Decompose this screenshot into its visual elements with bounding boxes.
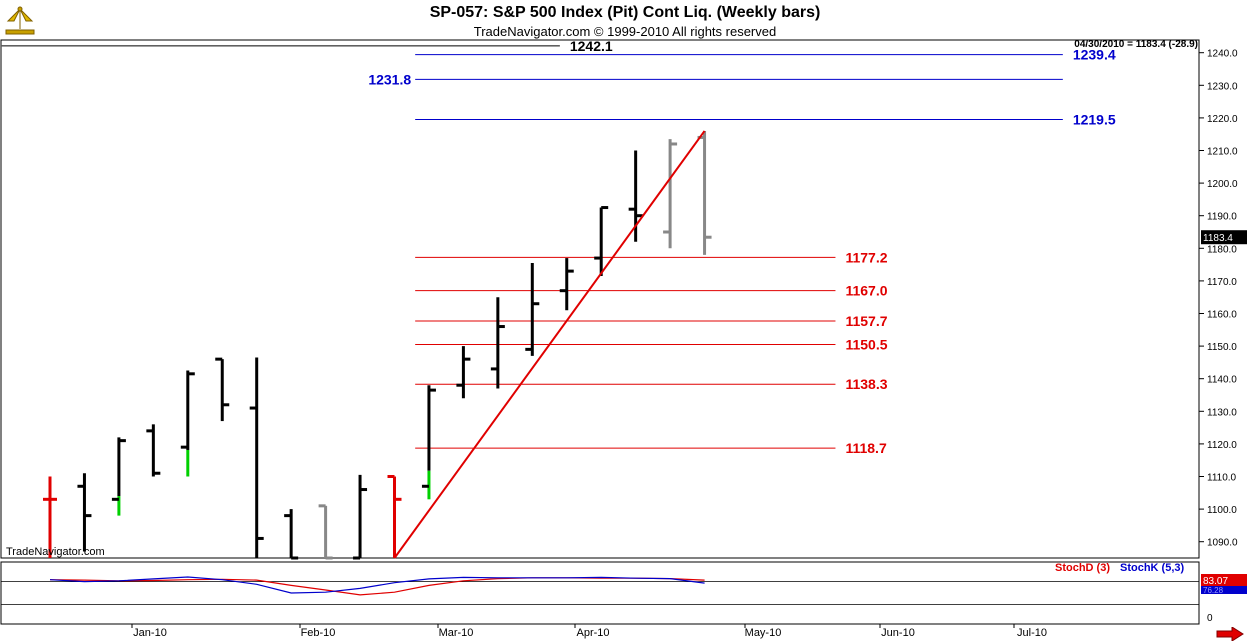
stoch-tick-label: 0 [1207,613,1213,624]
ohlc-bar [111,437,126,516]
trendline [393,130,706,559]
ohlc-bar [215,357,230,422]
level-label: 1150.5 [845,336,887,352]
stochD-value: 83.07 [1203,576,1228,587]
ohlc-bar [77,473,92,552]
stochD-value-box [1201,574,1247,586]
y-tick-label: 1190.0 [1207,212,1237,223]
y-tick-label: 1140.0 [1207,375,1237,386]
price-axis: 1090.0 1100.0 1110.0 1120.0 1130.0 1140.0 1150… [1199,49,1247,549]
price-bars [43,130,712,560]
level-label: 1177.2 [845,249,887,265]
y-tick-label: 1160.0 [1207,310,1237,321]
stoch-panel-border [0,561,1200,625]
level-label: 1242.1 [570,38,613,54]
x-tick-label: May-10 [745,627,782,639]
ohlc-bar [490,297,505,389]
price-levels: 1242.1 1239.4 1231.8 1219.5 1177.2 1167.0 1157… [1,38,1116,456]
level-label: 1239.4 [1073,47,1116,63]
ohlc-bar [421,385,436,500]
last-price-info: 04/30/2010 = 1183.4 (-28.9) [1074,39,1198,50]
level-label: 1167.0 [845,283,887,299]
y-tick-label: 1210.0 [1207,147,1238,158]
y-tick-label: 1150.0 [1207,342,1237,353]
y-tick-label: 1230.0 [1207,81,1238,92]
stochK-legend: StochK (5,3) [1120,562,1185,574]
stochK-value: 76.28 [1203,586,1224,595]
scroll-right-arrow-icon[interactable] [1216,627,1244,641]
chart-frame [0,39,1200,625]
y-tick-label: 1100.0 [1207,505,1237,516]
stochK-value-box [1201,586,1247,594]
y-tick-label: 1200.0 [1207,179,1238,190]
y-tick-label: 1090.0 [1207,538,1238,549]
trendline-segment [393,130,706,559]
stochD-line [49,577,705,596]
time-axis: Jan-10 Feb-10 Mar-10 Apr-10 May-10 Jun-10 Jul-… [131,624,1047,639]
y-tick-label: 1110.0 [1207,473,1237,484]
ohlc-bar [318,504,333,560]
y-tick-label: 1220.0 [1207,114,1238,125]
y-tick-label: 1170.0 [1207,277,1237,288]
x-tick-label: Apr-10 [576,627,609,639]
x-tick-label: Feb-10 [301,627,336,639]
level-label: 1118.7 [845,440,886,456]
last-price-label: 1183.4 [1203,233,1233,244]
ohlc-bar [353,474,368,560]
y-tick-label: 1130.0 [1207,407,1237,418]
ohlc-bar [663,139,678,249]
y-tick-label: 1240.0 [1207,49,1238,60]
stochK-line [49,576,705,594]
level-label: 1219.5 [1073,112,1116,128]
level-label: 1157.7 [845,313,887,329]
y-tick-label: 1180.0 [1207,244,1237,255]
ohlc-bar [628,150,643,242]
ohlc-bar [559,258,574,311]
y-tick-label: 1120.0 [1207,440,1237,451]
ohlc-bar [284,509,299,560]
level-label: 1231.8 [368,71,411,87]
copyright-line: TradeNavigator.com © 1999-2010 All right… [473,24,777,39]
ohlc-bar [456,346,471,399]
x-tick-label: Mar-10 [439,627,474,639]
ohlc-bar [180,370,195,477]
stochD-legend: StochD (3) [1055,562,1110,574]
x-tick-label: Jan-10 [133,627,167,639]
last-price-box [1201,230,1247,245]
ohlc-bar [249,357,264,558]
ohlc-bar [525,262,540,356]
ohlc-bar [146,424,161,477]
level-label: 1138.3 [845,376,887,392]
x-tick-label: Jul-10 [1017,627,1047,639]
price-panel-border [0,39,1200,559]
chart-title: SP-057: S&P 500 Index (Pit) Cont Liq. (W… [429,4,821,21]
x-tick-label: Jun-10 [881,627,915,639]
watermark: TradeNavigator.com [6,546,105,558]
ohlc-bar [387,475,402,558]
ohlc-bar [594,206,609,277]
ohlc-bar [697,130,712,255]
tradenavigator-logo-icon [5,6,35,35]
ohlc-bar [43,476,57,558]
